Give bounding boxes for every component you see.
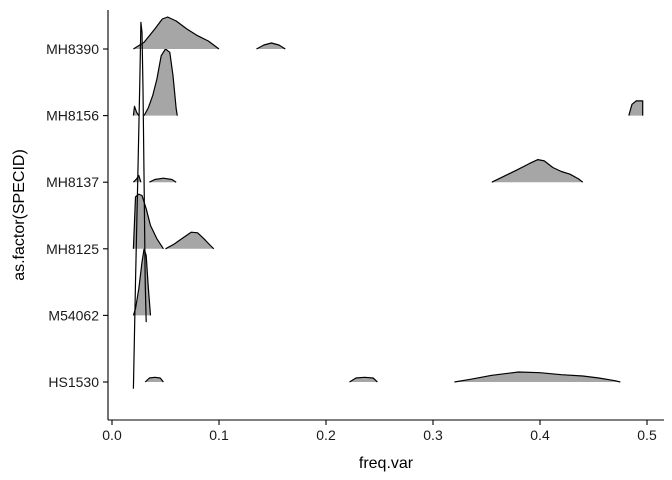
ridge-mh8156 (132, 48, 644, 116)
y-tick-label-hs1530: HS1530 (48, 374, 99, 390)
ridge-area-mh8125-0 (133, 194, 164, 249)
x-ticks-group: 0.0 0.1 0.2 0.3 0.4 0.5 (102, 420, 657, 443)
ridge-outline-m54062-0 (132, 248, 152, 316)
ridge-outline-mh8137-2 (491, 159, 584, 183)
y-ticks-group: HS1530 M54062 MH8125 MH8137 MH8156 MH8390 (46, 41, 108, 390)
ridge-outline-mh8390-1 (256, 42, 286, 50)
ridge-outline-mh8156-0 (132, 105, 140, 116)
ridge-outline-mh8137-1 (149, 177, 177, 183)
ridge-mh8390 (133, 16, 286, 50)
y-axis-title: as.factor(SPECID) (11, 149, 28, 281)
y-tick-label-mh8125: MH8125 (46, 241, 99, 257)
x-tick-label-3: 0.3 (423, 427, 443, 443)
ridge-m54062 (132, 248, 152, 316)
ridge-area-mh8390-1 (256, 43, 286, 49)
ridge-outline-mh8125-1 (165, 231, 215, 250)
ridge-outline-hs1530-0 (144, 376, 164, 383)
ridge-area-mh8125-1 (165, 232, 214, 249)
y-tick-label-m54062: M54062 (48, 307, 99, 323)
ridge-area-hs1530-2 (454, 372, 621, 382)
ridge-area-mh8137-2 (491, 159, 583, 183)
overlay-group (132, 21, 147, 389)
ridge-outline-mh8390-0 (133, 16, 220, 50)
y-tick-label-mh8156: MH8156 (46, 108, 99, 124)
ridge-outline-mh8156-1 (143, 48, 178, 116)
ridge-area-mh8156-1 (144, 49, 178, 116)
ridge-outline-hs1530-1 (349, 376, 378, 383)
x-tick-label-0: 0.0 (102, 427, 122, 443)
ridge-area-mh8390-0 (133, 17, 219, 49)
y-tick-label-mh8137: MH8137 (46, 174, 99, 190)
x-axis-title: freq.var (359, 455, 414, 472)
overlay-density-line (132, 21, 147, 389)
y-tick-label-mh8390: MH8390 (46, 41, 99, 57)
ridges-group (132, 16, 644, 383)
ridge-mh8125 (132, 193, 215, 250)
ridge-hs1530 (144, 371, 621, 383)
ridge-mh8137 (132, 159, 584, 183)
x-tick-label-2: 0.2 (316, 427, 336, 443)
ridge-outline-hs1530-2 (454, 371, 621, 383)
x-tick-label-1: 0.1 (209, 427, 229, 443)
x-tick-label-4: 0.4 (530, 427, 550, 443)
ridge-outline-mh8156-2 (628, 100, 644, 116)
x-tick-label-5: 0.5 (637, 427, 657, 443)
